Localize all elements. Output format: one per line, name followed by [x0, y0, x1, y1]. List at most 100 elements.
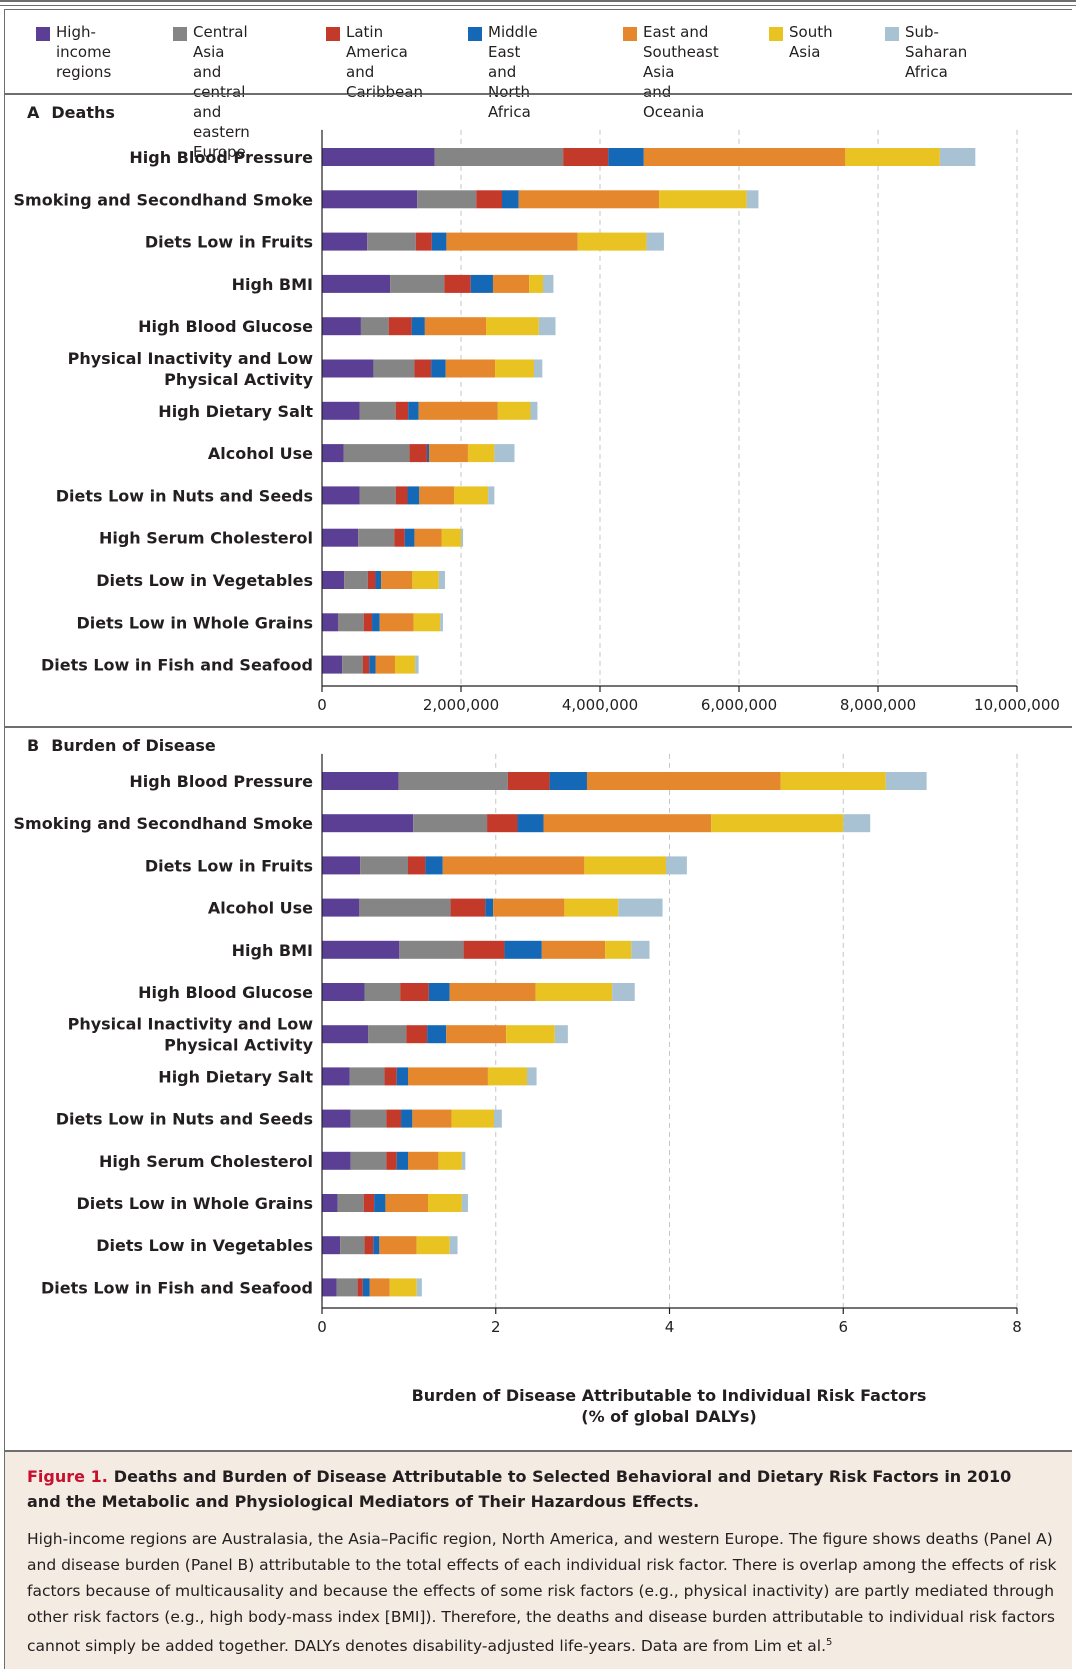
- category-label: Diets Low in Vegetables: [96, 571, 313, 590]
- bar-segment-central-asia-and-central-and-eastern-europe: [390, 274, 445, 293]
- bar-segment-middle-east-and-north-africa: [608, 148, 644, 166]
- bar-segment-south-asia: [416, 1236, 450, 1255]
- category-label: Diets Low in Fruits: [145, 856, 313, 875]
- panel-a: A Deaths: [4, 94, 1072, 727]
- bar-segment-central-asia-and-central-and-eastern-europe: [417, 190, 477, 209]
- category-label: High BMI: [232, 941, 313, 960]
- figure-caption: Figure 1. Deaths and Burden of Disease At…: [4, 1451, 1072, 1669]
- bar-segment-sub-saharan-africa: [843, 814, 871, 833]
- bar-segment-high-income-regions: [322, 1194, 338, 1212]
- bar-segment-middle-east-and-north-africa: [396, 1067, 409, 1086]
- category-label: Smoking and Secondhand Smoke: [14, 814, 314, 833]
- bar-segment-middle-east-and-north-africa: [431, 359, 446, 378]
- bar-segment-high-income-regions: [322, 1151, 351, 1170]
- bar-segment-latin-america-and-caribbean: [406, 1025, 428, 1044]
- bar-segment-high-income-regions: [322, 401, 360, 420]
- bar-segment-latin-america-and-caribbean: [363, 655, 370, 674]
- bar-segment-middle-east-and-north-africa: [373, 1236, 380, 1255]
- bar-segment-south-asia: [412, 571, 439, 589]
- bar-segment-south-asia: [487, 1067, 528, 1086]
- bar-segment-central-asia-and-central-and-eastern-europe: [340, 1236, 365, 1255]
- bar-segment-central-asia-and-central-and-eastern-europe: [337, 1194, 364, 1212]
- legend-label: High-income regions: [56, 23, 112, 81]
- bar-segment-sub-saharan-africa: [666, 856, 687, 875]
- bar-segment-east-and-southeast-asia-and-oceania: [429, 444, 468, 463]
- bar-segment-central-asia-and-central-and-eastern-europe: [413, 814, 488, 833]
- bar-segment-sub-saharan-africa: [461, 1194, 468, 1212]
- bar-segment-high-income-regions: [322, 317, 361, 336]
- bar-segment-south-asia: [497, 401, 531, 420]
- bar-segment-east-and-southeast-asia-and-oceania: [543, 814, 712, 833]
- x-tick-label: 0: [317, 696, 327, 714]
- category-label: High Blood Glucose: [138, 983, 313, 1002]
- bar-segment-east-and-southeast-asia-and-oceania: [492, 274, 530, 293]
- caption-body: High-income regions are Australasia, the…: [27, 1526, 1069, 1659]
- bar-segment-sub-saharan-africa: [438, 571, 446, 589]
- category-label: High Blood Glucose: [138, 317, 313, 336]
- bar-segment-latin-america-and-caribbean: [507, 772, 550, 790]
- panel-b: B Burden of Disease: [4, 727, 1072, 1451]
- panel-title-text: Deaths: [51, 103, 115, 122]
- top-rule: [0, 0, 1076, 2]
- bar-segment-middle-east-and-north-africa: [502, 190, 519, 209]
- bar-segment-high-income-regions: [322, 898, 360, 917]
- bar-segment-east-and-southeast-asia-and-oceania: [379, 613, 414, 632]
- bar-segment-latin-america-and-caribbean: [363, 1194, 375, 1212]
- bar-segment-sub-saharan-africa: [538, 317, 556, 336]
- bar-segment-south-asia: [584, 856, 667, 875]
- x-tick-label: 2: [491, 1318, 501, 1336]
- bar-segment-east-and-southeast-asia-and-oceania: [381, 571, 413, 589]
- bar-segment-east-and-southeast-asia-and-oceania: [424, 317, 487, 336]
- bar-segment-high-income-regions: [322, 232, 368, 251]
- bar-segment-latin-america-and-caribbean: [563, 148, 609, 166]
- legend-label: Central Asia and central and eastern Eur…: [193, 23, 250, 161]
- legend-swatch: [623, 27, 637, 41]
- bar-segment-central-asia-and-central-and-eastern-europe: [342, 655, 364, 674]
- panel-b-title: B Burden of Disease: [27, 736, 216, 755]
- caption-body-text: High-income regions are Australasia, the…: [27, 1530, 1057, 1656]
- bar-segment-sub-saharan-africa: [939, 148, 976, 166]
- bar-segment-middle-east-and-north-africa: [396, 1151, 409, 1170]
- bar-segment-south-asia: [394, 655, 416, 674]
- bar-segment-east-and-southeast-asia-and-oceania: [412, 1109, 452, 1128]
- bar-segment-latin-america-and-caribbean: [364, 1236, 374, 1255]
- bar-segment-sub-saharan-africa: [461, 1151, 466, 1170]
- bar-segment-latin-america-and-caribbean: [394, 528, 405, 547]
- bar-segment-central-asia-and-central-and-eastern-europe: [350, 1109, 387, 1128]
- bar-segment-middle-east-and-north-africa: [407, 486, 420, 505]
- bar-segment-middle-east-and-north-africa: [374, 1194, 386, 1212]
- bar-segment-sub-saharan-africa: [646, 232, 664, 251]
- bar-segment-high-income-regions: [322, 655, 343, 674]
- x-tick-label: 10,000,000: [974, 696, 1060, 714]
- category-label: High Blood Pressure: [129, 148, 313, 167]
- bar-segment-high-income-regions: [322, 528, 359, 547]
- category-label: Diets Low in Fish and Seafood: [41, 1278, 313, 1297]
- deaths-chart: High Blood Pressure Smoking and Secondhan…: [14, 129, 1060, 714]
- category-label: Alcohol Use: [208, 899, 313, 918]
- bar-segment-central-asia-and-central-and-eastern-europe: [344, 571, 368, 589]
- bar-segment-latin-america-and-caribbean: [386, 1109, 402, 1128]
- bar-segment-east-and-southeast-asia-and-oceania: [385, 1194, 428, 1212]
- legend-swatch: [769, 27, 783, 41]
- legend-swatch: [173, 27, 187, 41]
- bar-segment-latin-america-and-caribbean: [400, 983, 429, 1001]
- bar-segment-middle-east-and-north-africa: [362, 1278, 370, 1297]
- bar-segment-central-asia-and-central-and-eastern-europe: [337, 613, 364, 632]
- bar-segment-high-income-regions: [322, 359, 374, 378]
- bar-segment-south-asia: [564, 898, 619, 917]
- category-label: Smoking and Secondhand Smoke: [14, 190, 314, 209]
- bar-segment-central-asia-and-central-and-eastern-europe: [360, 317, 389, 336]
- bar-segment-east-and-southeast-asia-and-oceania: [446, 232, 578, 251]
- x-tick-label: 0: [317, 1318, 327, 1336]
- bar-segment-latin-america-and-caribbean: [363, 613, 373, 632]
- caption-title-text: Deaths and Burden of Disease Attributabl…: [27, 1467, 1012, 1511]
- bar-segment-latin-america-and-caribbean: [476, 190, 503, 209]
- bar-segment-latin-america-and-caribbean: [357, 1278, 363, 1297]
- x-axis-title: Burden of Disease Attributable to Indivi…: [412, 1386, 927, 1426]
- bar-segment-latin-america-and-caribbean: [388, 317, 412, 336]
- bar-segment-high-income-regions: [322, 571, 345, 589]
- bar-segment-south-asia: [413, 613, 441, 632]
- bar-segment-sub-saharan-africa: [527, 1067, 537, 1086]
- bar-segment-south-asia: [780, 772, 886, 790]
